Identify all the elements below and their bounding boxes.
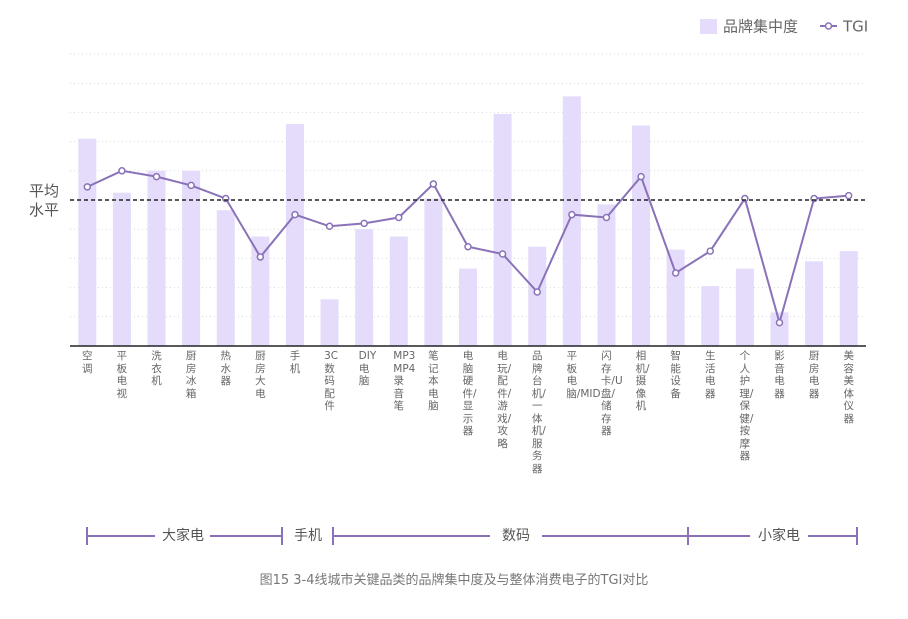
bar: [805, 261, 824, 346]
caption: 图15 3-4线城市关键品类的品牌集中度及与整体消费电子的TGI对比: [259, 573, 649, 588]
point: [152, 172, 161, 181]
x-tick-label: 美容美体仪器: [843, 350, 854, 425]
point: [256, 253, 265, 261]
bar: [666, 249, 685, 346]
bar: [701, 286, 720, 346]
x-tick-label: 洗衣机: [151, 350, 162, 387]
point: [533, 288, 541, 296]
group-label: 大家电: [162, 527, 204, 544]
bar: [389, 236, 408, 346]
point: [602, 213, 611, 222]
bar: [597, 204, 616, 346]
bar: [493, 113, 512, 346]
bar: [320, 299, 339, 346]
x-tick-label: 热水器: [220, 350, 231, 387]
point: [775, 318, 784, 327]
group-label: 手机: [294, 528, 322, 544]
bar: [459, 268, 477, 346]
bar: [251, 236, 270, 346]
x-tick-label: 3C数码配件: [324, 350, 339, 412]
bar: [285, 124, 304, 346]
x-tick-label: 个人护理/保健/按摩器: [739, 350, 754, 462]
x-tick-label: DIY电脑: [358, 350, 377, 387]
x-tick-label: 厨房大电: [255, 350, 266, 400]
bar: [839, 251, 858, 346]
point: [844, 191, 853, 200]
point: [83, 183, 92, 191]
x-tick-label: 生活电器: [705, 350, 716, 400]
bar: [112, 192, 131, 346]
group-brackets: [86, 527, 858, 545]
legend-label: TGI: [842, 18, 868, 36]
x-tick-label: 手机: [289, 350, 301, 375]
x-tick-label: 相机/摄像机: [635, 350, 650, 412]
bar: [182, 170, 201, 346]
point: [291, 210, 299, 219]
bar: [424, 198, 443, 346]
point: [118, 167, 126, 175]
x-tick-label: 厨房电器: [808, 350, 820, 400]
avg-label: 平均水平: [28, 182, 59, 219]
x-tick-label: MP3 MP4录音笔: [393, 350, 416, 412]
bar: [770, 312, 789, 346]
bar: [355, 229, 374, 346]
point: [187, 181, 195, 190]
point: [706, 247, 715, 255]
point: [498, 250, 507, 258]
x-tick-label: 闪存卡/U盘/储存器: [600, 350, 623, 437]
x-tick-label: 笔记本电脑: [428, 350, 439, 412]
group-label: 数码: [502, 528, 530, 544]
bar: [735, 268, 754, 346]
x-tick-label: 电脑硬件/显示器: [462, 350, 477, 437]
bar: [78, 138, 97, 346]
bar: [562, 96, 581, 346]
x-tick-label: 厨房冰箱: [185, 350, 197, 400]
legend-swatch: [824, 22, 833, 30]
x-tick-label: 平板电视: [116, 350, 128, 400]
point: [429, 180, 438, 188]
bar: [216, 210, 235, 346]
group-label: 小家电: [758, 527, 800, 544]
bar: [528, 246, 547, 346]
bar: [147, 170, 166, 346]
x-tick-label: 平板电脑/MID: [566, 350, 601, 400]
point: [568, 210, 576, 219]
point: [671, 269, 680, 277]
legend-swatch: [700, 19, 717, 34]
x-tick-label: 品牌台机/一体机/服务器: [531, 350, 546, 475]
legend-label: 品牌集中度: [723, 18, 798, 36]
point: [360, 219, 368, 228]
point: [325, 222, 334, 231]
point: [637, 172, 645, 181]
x-tick-label: 电玩/配件/游戏/攻略: [497, 350, 512, 450]
point: [395, 213, 403, 222]
point: [464, 242, 472, 251]
x-tick-label: 智能设备: [670, 350, 681, 400]
bar: [632, 125, 651, 346]
x-tick-label: 空调: [82, 350, 93, 375]
x-tick-label: 影音电器: [774, 350, 785, 400]
